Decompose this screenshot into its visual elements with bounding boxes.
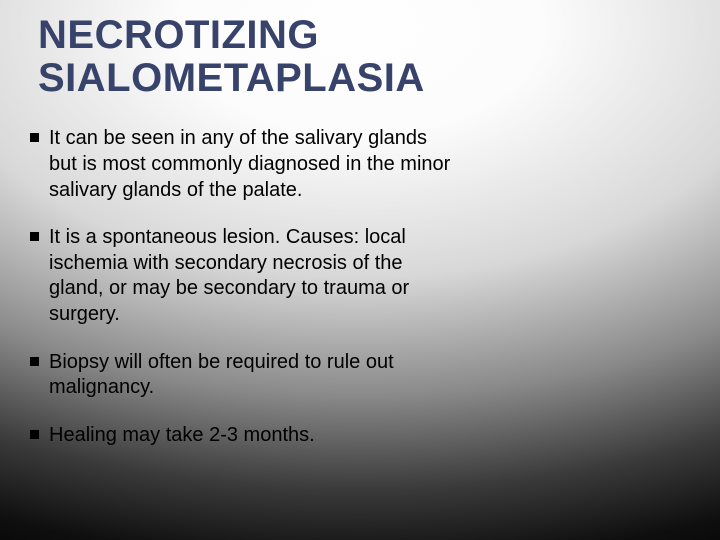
bullet-text: It can be seen in any of the salivary gl… xyxy=(49,126,460,203)
slide: NECROTIZING SIALOMETAPLASIA It can be se… xyxy=(0,0,720,540)
square-bullet-icon xyxy=(30,430,39,439)
list-item: It can be seen in any of the salivary gl… xyxy=(30,126,460,203)
bullet-text: Biopsy will often be required to rule ou… xyxy=(49,350,460,401)
list-item: Healing may take 2-3 months. xyxy=(30,423,460,449)
square-bullet-icon xyxy=(30,133,39,142)
slide-title: NECROTIZING SIALOMETAPLASIA xyxy=(38,14,690,100)
square-bullet-icon xyxy=(30,357,39,366)
square-bullet-icon xyxy=(30,232,39,241)
bullet-text: It is a spontaneous lesion. Causes: loca… xyxy=(49,225,460,327)
bullet-text: Healing may take 2-3 months. xyxy=(49,423,315,449)
list-item: Biopsy will often be required to rule ou… xyxy=(30,350,460,401)
list-item: It is a spontaneous lesion. Causes: loca… xyxy=(30,225,460,327)
bullet-list: It can be seen in any of the salivary gl… xyxy=(30,126,460,448)
